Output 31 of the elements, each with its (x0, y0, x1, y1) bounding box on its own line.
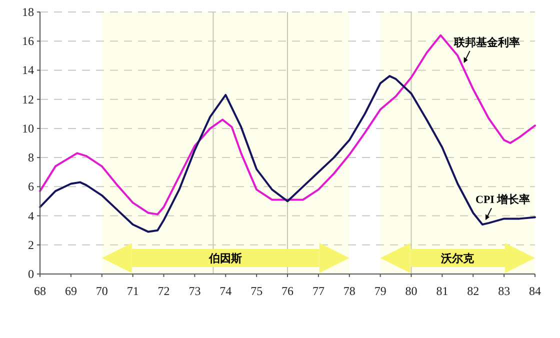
x-tick-label: 72 (158, 284, 170, 298)
y-tick-label: 6 (28, 180, 34, 194)
y-tick-label: 4 (28, 208, 34, 223)
x-tick-label: 80 (405, 284, 418, 298)
x-tick-label: 69 (64, 284, 77, 298)
x-tick-label: 73 (188, 284, 201, 298)
x-tick-label: 78 (343, 284, 356, 298)
x-tick-label: 74 (220, 284, 232, 298)
y-tick-label: 8 (28, 150, 34, 165)
band-label: 沃尔克 (440, 252, 476, 265)
y-tick-label: 14 (22, 63, 34, 78)
y-tick-label: 2 (28, 238, 34, 252)
y-tick-label: 18 (22, 5, 34, 19)
y-tick-label: 16 (22, 34, 34, 48)
x-tick-label: 68 (34, 284, 46, 298)
x-tick-label: 77 (312, 284, 324, 298)
y-tick-label: 0 (28, 267, 34, 281)
y-tick-label: 12 (22, 92, 34, 106)
annotation: 联邦基金利率 (452, 36, 520, 49)
x-tick-label: 76 (282, 284, 294, 298)
x-tick-label: 75 (250, 284, 263, 298)
x-tick-label: 84 (529, 284, 541, 298)
x-tick-label: 70 (96, 284, 108, 298)
x-tick-label: 81 (436, 284, 448, 298)
y-tick-label: 10 (22, 121, 34, 136)
x-tick-label: 71 (126, 284, 139, 298)
annotation: CPI 增长率 (476, 193, 530, 206)
x-tick-label: 79 (374, 284, 386, 298)
x-tick-label: 83 (498, 284, 510, 298)
x-tick-label: 82 (467, 284, 480, 298)
band-label: 伯因斯 (208, 252, 242, 265)
